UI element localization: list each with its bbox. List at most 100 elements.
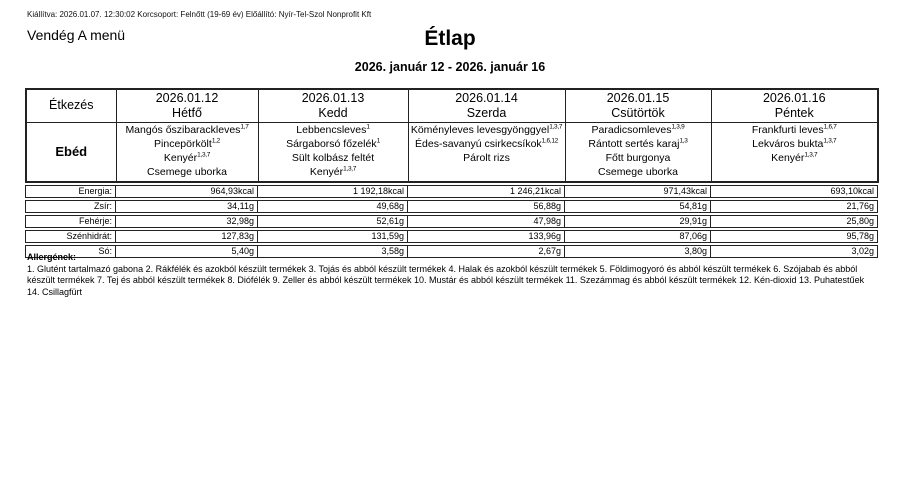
allergen-superscript: 1,3,7 bbox=[823, 137, 837, 144]
menu-items: Paradicsomleves1,3,9 Rántott sertés karaj… bbox=[566, 123, 711, 179]
menu-item: Lebbencsleves1 bbox=[296, 123, 370, 136]
nutrient-value: 29,91g bbox=[564, 215, 711, 228]
allergen-superscript: 1,6,7 bbox=[823, 123, 837, 130]
nutrient-value: 25,80g bbox=[710, 215, 878, 228]
menu-item: Főtt burgonya bbox=[605, 151, 671, 164]
allergens-text: 1. Glutént tartalmazó gabona 2. Rákfélék… bbox=[27, 263, 865, 297]
menu-items: Köményleves levesgyönggyel1,3,7 Édes-sava… bbox=[409, 123, 565, 165]
menu-item: Sárgaborsó főzelék1 bbox=[286, 137, 381, 150]
nutrient-row-salt: Só: 5,40g 3,58g 2,67g 3,80g 3,02g bbox=[25, 245, 878, 258]
menu-item: Párolt rizs bbox=[463, 151, 510, 164]
menu-cell-thursday: Paradicsomleves1,3,9 Rántott sertés karaj… bbox=[564, 121, 712, 183]
menu-item: Kenyér1,3,7 bbox=[309, 165, 357, 178]
nutrient-value: 49,68g bbox=[257, 200, 408, 213]
nutrient-value: 971,43kcal bbox=[564, 185, 711, 198]
allergen-superscript: 1 bbox=[366, 123, 370, 130]
menu-item: Frankfurti leves1,6,7 bbox=[751, 123, 837, 136]
day-name: Kedd bbox=[318, 105, 348, 120]
day-name: Szerda bbox=[466, 105, 507, 120]
day-name: Hétfő bbox=[172, 105, 202, 120]
menu-main-table: Étkezés 2026.01.12 Hétfő 2026.01.13 Kedd… bbox=[25, 88, 879, 183]
allergen-superscript: 1,6,12 bbox=[541, 137, 559, 144]
menu-item: Csemege uborka bbox=[147, 165, 227, 178]
nutrient-value: 56,88g bbox=[407, 200, 565, 213]
menu-item: Kenyér1,3,7 bbox=[771, 151, 818, 164]
menu-cell-tuesday: Lebbencsleves1 Sárgaborsó főzelék1 Sült ko… bbox=[257, 121, 409, 183]
page-title: Étlap bbox=[424, 27, 476, 50]
nutrient-value: 3,80g bbox=[564, 245, 711, 258]
menu-name: Vendég A menü bbox=[27, 27, 126, 43]
menu-items: Lebbencsleves1 Sárgaborsó főzelék1 Sült ko… bbox=[259, 123, 408, 179]
allergen-superscript: 1,3,7 bbox=[197, 151, 211, 158]
menu-items: Mangós őszibarackleves1,7 Pincepörkölt1,2… bbox=[117, 123, 258, 179]
allergens-heading: Allergének: bbox=[27, 252, 77, 262]
nutrient-value: 87,06g bbox=[564, 230, 711, 243]
day-date: 2026.01.14 bbox=[455, 90, 518, 105]
nutrient-value: 127,83g bbox=[115, 230, 258, 243]
menu-item: Mangós őszibarackleves1,7 bbox=[125, 123, 249, 136]
nutrient-value: 1 246,21kcal bbox=[407, 185, 565, 198]
nutrient-value: 2,67g bbox=[407, 245, 565, 258]
allergens-section: Allergének: 1. Glutént tartalmazó gabona… bbox=[27, 252, 875, 298]
nutrient-value: 21,76g bbox=[710, 200, 878, 213]
allergen-superscript: 1,7 bbox=[240, 123, 249, 130]
nutrient-row-fat: Zsír: 34,11g 49,68g 56,88g 54,81g 21,76g bbox=[25, 200, 878, 213]
day-date: 2026.01.16 bbox=[762, 90, 826, 105]
nutrient-row-carbs: Szénhidrát: 127,83g 131,59g 133,96g 87,0… bbox=[25, 230, 878, 243]
day-date: 2026.01.12 bbox=[155, 90, 219, 105]
menu-item: Csemege uborka bbox=[598, 165, 678, 178]
day-date: 2026.01.13 bbox=[301, 90, 365, 105]
menu-cell-wednesday: Köményleves levesgyönggyel1,3,7 Édes-sava… bbox=[407, 121, 566, 183]
meal-column-header: Étkezés bbox=[25, 88, 117, 123]
nutrient-label: Zsír: bbox=[25, 200, 116, 213]
issue-meta-line: Kiállítva: 2026.01.07. 12:30:02 Korcsopo… bbox=[27, 10, 372, 19]
day-header-wednesday: 2026.01.14 Szerda bbox=[407, 88, 566, 123]
lunch-row: Ebéd Mangós őszibarackleves1,7 Pincepörkö… bbox=[25, 121, 879, 183]
nutrient-value: 52,61g bbox=[257, 215, 408, 228]
allergen-superscript: 1,3,7 bbox=[804, 151, 818, 158]
nutrient-value: 3,02g bbox=[710, 245, 878, 258]
date-range: 2026. január 12 - 2026. január 16 bbox=[354, 60, 546, 74]
menu-item: Köményleves levesgyönggyel1,3,7 bbox=[410, 123, 563, 136]
menu-cell-friday: Frankfurti leves1,6,7 Lekváros bukta1,3,7… bbox=[710, 121, 879, 183]
menu-item: Lekváros bukta1,3,7 bbox=[752, 137, 837, 150]
allergen-superscript: 1 bbox=[376, 137, 381, 144]
nutrient-value: 964,93kcal bbox=[115, 185, 258, 198]
day-header-tuesday: 2026.01.13 Kedd bbox=[257, 88, 409, 123]
menu-item: Rántott sertés karaj1,3 bbox=[588, 137, 688, 150]
nutrient-row-energy: Energia: 964,93kcal 1 192,18kcal 1 246,2… bbox=[25, 185, 878, 198]
nutrient-label: Fehérje: bbox=[25, 215, 116, 228]
nutrient-value: 54,81g bbox=[564, 200, 711, 213]
nutrient-value: 693,10kcal bbox=[710, 185, 878, 198]
allergen-superscript: 1,3,7 bbox=[343, 165, 357, 172]
menu-cell-monday: Mangós őszibarackleves1,7 Pincepörkölt1,2… bbox=[115, 121, 259, 183]
day-header-monday: 2026.01.12 Hétfő bbox=[115, 88, 259, 123]
menu-item: Paradicsomleves1,3,9 bbox=[591, 123, 685, 136]
allergen-superscript: 1,2 bbox=[211, 137, 220, 144]
menu-item: Sült kolbász feltét bbox=[291, 151, 375, 164]
menu-item: Kenyér1,3,7 bbox=[163, 151, 211, 164]
nutrient-label: Szénhidrát: bbox=[25, 230, 116, 243]
nutrient-value: 47,98g bbox=[407, 215, 565, 228]
nutrient-value: 34,11g bbox=[115, 200, 258, 213]
day-header-thursday: 2026.01.15 Csütörtök bbox=[564, 88, 712, 123]
allergen-superscript: 1,3 bbox=[679, 137, 688, 144]
day-date: 2026.01.15 bbox=[606, 90, 670, 105]
table-header-row: Étkezés 2026.01.12 Hétfő 2026.01.13 Kedd… bbox=[25, 88, 879, 123]
menu-table: Étkezés 2026.01.12 Hétfő 2026.01.13 Kedd… bbox=[25, 88, 879, 258]
nutrient-value: 133,96g bbox=[407, 230, 565, 243]
nutrient-value: 131,59g bbox=[257, 230, 408, 243]
meal-label: Ebéd bbox=[25, 121, 117, 183]
menu-items: Frankfurti leves1,6,7 Lekváros bukta1,3,7… bbox=[712, 123, 878, 165]
menu-item: Édes-savanyú csirkecsíkok1,6,12 bbox=[415, 137, 559, 150]
allergen-superscript: 1,3,7 bbox=[549, 123, 563, 130]
menu-item: Pincepörkölt1,2 bbox=[154, 137, 220, 150]
day-name: Péntek bbox=[774, 105, 814, 120]
nutrient-value: 95,78g bbox=[710, 230, 878, 243]
nutrient-label: Energia: bbox=[25, 185, 116, 198]
nutrient-row-protein: Fehérje: 32,98g 52,61g 47,98g 29,91g 25,… bbox=[25, 215, 878, 228]
nutrient-value: 32,98g bbox=[115, 215, 258, 228]
nutrient-value: 1 192,18kcal bbox=[257, 185, 408, 198]
day-header-friday: 2026.01.16 Péntek bbox=[710, 88, 879, 123]
allergen-superscript: 1,3,9 bbox=[671, 123, 685, 130]
